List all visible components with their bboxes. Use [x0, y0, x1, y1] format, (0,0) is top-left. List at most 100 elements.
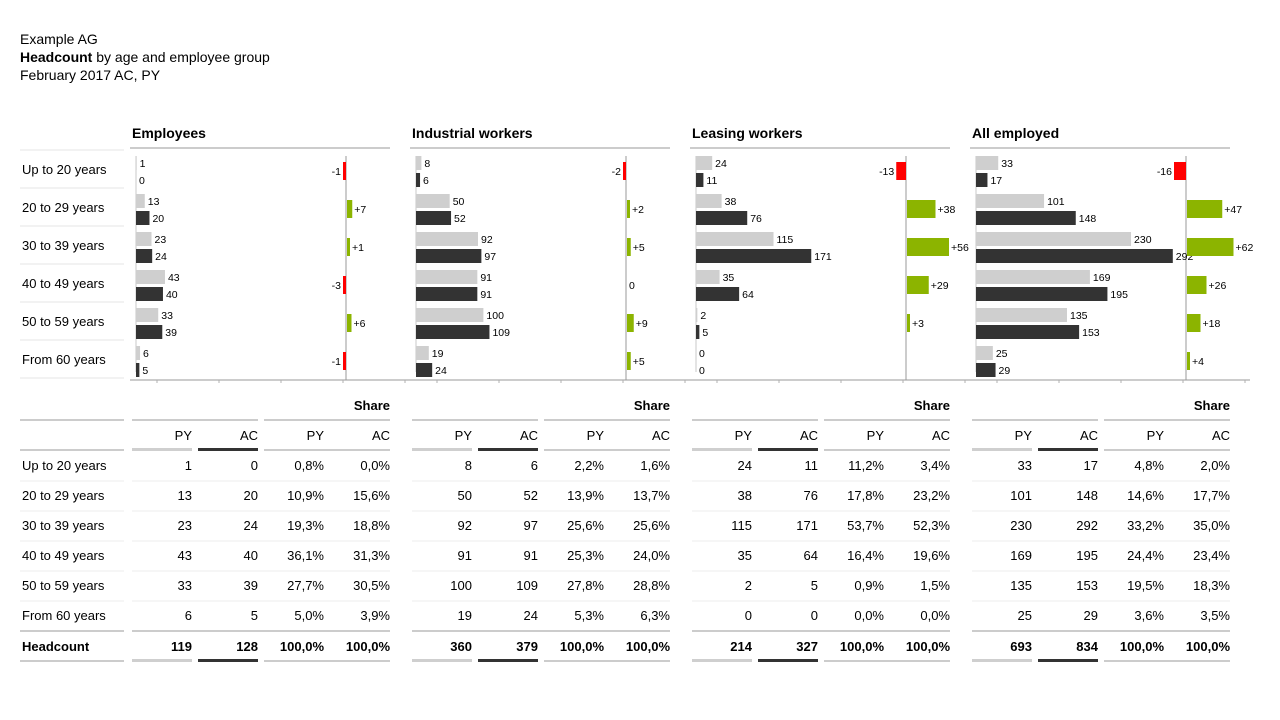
py-value-label: 115: [777, 234, 794, 246]
total-cell: 100,0%: [346, 639, 391, 654]
delta-bar-negative: [623, 162, 626, 180]
share-header: Share: [914, 398, 950, 413]
table-cell: 25: [1018, 608, 1032, 623]
py-value-label: 19: [432, 348, 444, 360]
table-cell: 23,4%: [1193, 548, 1230, 563]
delta-bar-positive: [1187, 238, 1234, 256]
report-header: Example AG Headcount by age and employee…: [20, 30, 270, 84]
table-cell: 40: [244, 548, 258, 563]
table-cell: 20: [244, 488, 258, 503]
py-bar: [416, 232, 479, 246]
delta-label: -1: [332, 166, 341, 178]
py-value-label: 100: [486, 310, 504, 322]
table-cell: 292: [1076, 518, 1098, 533]
total-row-label: Headcount: [22, 639, 90, 654]
ac-value-label: 20: [152, 213, 164, 225]
py-header-marker: [692, 448, 752, 451]
panel-title: All employed: [972, 125, 1059, 141]
table-cell: 2,0%: [1200, 458, 1230, 473]
total-cell: 100,0%: [626, 639, 671, 654]
delta-bar-positive: [1187, 314, 1201, 332]
py-column-header: PY: [455, 428, 473, 443]
delta-label: -2: [612, 166, 621, 178]
delta-label: -3: [332, 280, 341, 292]
delta-label: +5: [633, 242, 645, 254]
table-cell: 0,9%: [854, 578, 884, 593]
ac-bar: [136, 249, 153, 263]
ac-bar: [976, 249, 1173, 263]
delta-bar-positive: [627, 314, 634, 332]
table-row-label: 40 to 49 years: [22, 548, 105, 563]
ac-value-label: 52: [454, 213, 466, 225]
company-name: Example AG: [20, 31, 98, 47]
py-value-label: 33: [161, 310, 173, 322]
ac-bar: [136, 287, 163, 301]
py-value-label: 230: [1134, 234, 1152, 246]
table-row-label: 20 to 29 years: [22, 488, 105, 503]
chart-row-label: 50 to 59 years: [22, 314, 105, 329]
table-cell: 17,7%: [1193, 488, 1230, 503]
table-cell: 5,3%: [574, 608, 604, 623]
table-cell: 24,0%: [633, 548, 670, 563]
total-cell: 100,0%: [906, 639, 951, 654]
ac-value-label: 76: [750, 213, 762, 225]
py-value-label: 23: [155, 234, 167, 246]
table-cell: 8: [465, 458, 472, 473]
ac-bar: [416, 325, 490, 339]
py-bar: [976, 194, 1045, 208]
py-bar: [696, 232, 774, 246]
table-cell: 27,8%: [567, 578, 604, 593]
table-cell: 5,0%: [294, 608, 324, 623]
total-cell: 693: [1010, 639, 1032, 654]
py-bar: [136, 346, 141, 360]
table-cell: 148: [1076, 488, 1098, 503]
table-cell: 50: [458, 488, 472, 503]
panel-title: Leasing workers: [692, 125, 803, 141]
ac-bar: [416, 363, 433, 377]
total-cell: 360: [450, 639, 472, 654]
ac-bar: [136, 211, 150, 225]
py-bar: [136, 270, 165, 284]
table-cell: 0: [745, 608, 752, 623]
table-row-label: From 60 years: [22, 608, 106, 623]
delta-label: -1: [332, 356, 341, 368]
total-cell: 100,0%: [280, 639, 325, 654]
delta-bar-positive: [1187, 200, 1223, 218]
py-column-header: PY: [1147, 428, 1165, 443]
table-cell: 23,2%: [913, 488, 950, 503]
py-bar: [416, 156, 422, 170]
ac-bar: [696, 287, 740, 301]
py-bar: [696, 194, 722, 208]
table-cell: 33,2%: [1127, 518, 1164, 533]
delta-bar-negative: [896, 162, 906, 180]
delta-bar-positive: [1187, 276, 1207, 294]
table-cell: 5: [811, 578, 818, 593]
table-group: Share PY AC PY AC 8 6 2,2% 1,6% 50 52 13,9% 13,7% 92 9…: [412, 398, 670, 662]
delta-bar-positive: [347, 200, 353, 218]
chart-panel: All employed3317-16101148+47230292+62169…: [970, 125, 1253, 383]
table-cell: 43: [178, 548, 192, 563]
table-cell: 11,2%: [848, 458, 884, 473]
chart-row-label: From 60 years: [22, 352, 106, 367]
table-cell: 91: [524, 548, 538, 563]
table-cell: 1,6%: [640, 458, 670, 473]
total-cell: 834: [1076, 639, 1098, 654]
table-cell: 3,6%: [1134, 608, 1164, 623]
py-column-header: PY: [175, 428, 193, 443]
py-bar: [136, 156, 137, 170]
ac-value-label: 5: [142, 365, 148, 377]
delta-bar-positive: [907, 314, 910, 332]
delta-label: -13: [879, 166, 894, 178]
table-cell: 4,8%: [1134, 458, 1164, 473]
py-bar: [976, 308, 1067, 322]
table-cell: 3,5%: [1200, 608, 1230, 623]
chart-row-label: 40 to 49 years: [22, 276, 105, 291]
ac-bar: [696, 173, 704, 187]
table-cell: 33: [1018, 458, 1032, 473]
table-cell: 52,3%: [913, 518, 950, 533]
ac-total-marker: [478, 659, 538, 662]
ac-bar: [976, 173, 988, 187]
ac-bar: [136, 325, 163, 339]
table-cell: 24: [244, 518, 258, 533]
ac-value-label: 29: [999, 365, 1011, 377]
